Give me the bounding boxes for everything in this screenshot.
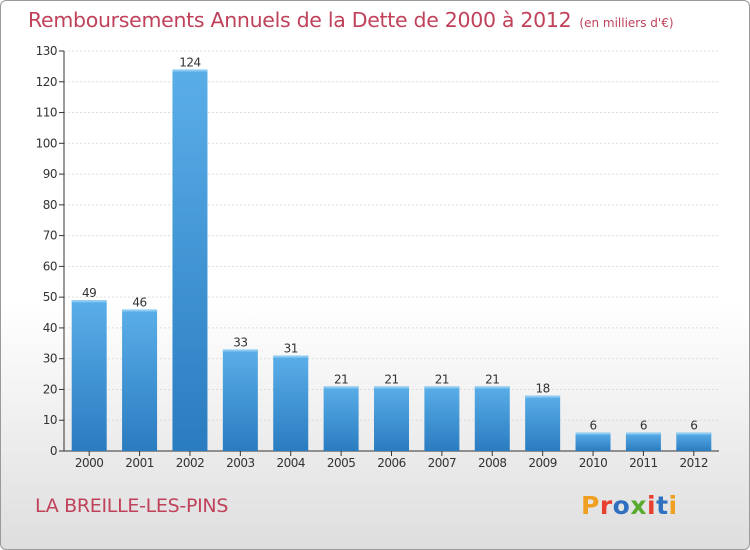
chart-title-text: Remboursements Annuels de la Dette de 20… <box>28 8 572 32</box>
proxiti-logo: Proxiti <box>581 491 678 520</box>
bar <box>222 349 258 451</box>
x-tick-label: 2001 <box>125 456 154 470</box>
y-tick-label: 100 <box>36 136 57 150</box>
y-tick-label: 10 <box>43 413 57 427</box>
data-label: 46 <box>132 295 146 309</box>
bar-top-highlight <box>525 395 561 398</box>
x-tick-label: 2012 <box>680 456 709 470</box>
bar-top-highlight <box>424 386 460 389</box>
data-label: 31 <box>284 342 298 356</box>
logo-letter: i <box>668 491 678 520</box>
x-tick-label: 2008 <box>478 456 507 470</box>
bar-top-highlight <box>474 386 510 389</box>
data-label: 21 <box>334 372 348 386</box>
bar-top-highlight <box>374 386 409 389</box>
bar <box>474 386 510 451</box>
bar <box>273 355 309 451</box>
y-tick-label: 60 <box>43 259 57 273</box>
bar-top-highlight <box>71 300 107 303</box>
commune-name: LA BREILLE-LES-PINS <box>35 495 229 517</box>
data-label: 49 <box>82 286 96 300</box>
y-tick-label: 130 <box>36 44 57 58</box>
x-tick-label: 2006 <box>377 456 406 470</box>
bar <box>575 432 611 451</box>
bar <box>172 69 208 451</box>
y-tick-label: 70 <box>43 229 57 243</box>
bar-top-highlight <box>323 386 359 389</box>
chart-subtitle: (en milliers d'€) <box>579 16 674 30</box>
y-tick-label: 80 <box>43 198 57 212</box>
chart-title: Remboursements Annuels de la Dette de 20… <box>28 8 674 32</box>
bar <box>676 432 712 451</box>
bar <box>374 386 409 451</box>
y-tick-label: 90 <box>43 167 57 181</box>
bar <box>71 300 107 451</box>
data-label: 6 <box>589 419 596 433</box>
bar-top-highlight <box>273 355 309 358</box>
data-label: 124 <box>179 55 200 69</box>
y-tick-label: 30 <box>43 352 57 366</box>
x-tick-label: 2007 <box>428 456 457 470</box>
y-tick-label: 40 <box>43 321 57 335</box>
x-tick-label: 2009 <box>528 456 557 470</box>
bar-top-highlight <box>122 309 158 312</box>
logo-letter: t <box>656 491 669 520</box>
data-label: 18 <box>536 382 550 396</box>
bar-top-highlight <box>575 432 611 435</box>
data-label: 33 <box>233 335 247 349</box>
y-tick-label: 50 <box>43 290 57 304</box>
logo-letter: i <box>647 491 657 520</box>
bar <box>625 432 661 451</box>
bar-top-highlight <box>172 69 208 72</box>
x-tick-label: 2010 <box>579 456 608 470</box>
data-label: 6 <box>690 419 697 433</box>
x-tick-label: 2011 <box>629 456 658 470</box>
bar <box>525 395 561 451</box>
logo-letter: o <box>612 491 631 520</box>
data-label: 21 <box>435 372 449 386</box>
x-tick-label: 2003 <box>226 456 255 470</box>
bar <box>122 309 158 451</box>
bar <box>424 386 460 451</box>
data-label: 21 <box>384 372 398 386</box>
x-tick-label: 2002 <box>176 456 205 470</box>
bar-top-highlight <box>625 432 661 435</box>
logo-letter: P <box>581 491 600 520</box>
x-tick-label: 2005 <box>327 456 356 470</box>
bar-top-highlight <box>222 349 258 352</box>
y-tick-label: 110 <box>36 106 57 120</box>
data-label: 21 <box>485 372 499 386</box>
y-tick-label: 20 <box>43 382 57 396</box>
bar <box>323 386 359 451</box>
y-tick-label: 0 <box>50 444 57 458</box>
bar-top-highlight <box>676 432 712 435</box>
x-tick-label: 2004 <box>276 456 305 470</box>
logo-letter: x <box>630 491 647 520</box>
y-tick-label: 120 <box>36 75 57 89</box>
logo-letter: r <box>599 491 613 520</box>
x-tick-label: 2000 <box>75 456 104 470</box>
data-label: 6 <box>640 419 647 433</box>
